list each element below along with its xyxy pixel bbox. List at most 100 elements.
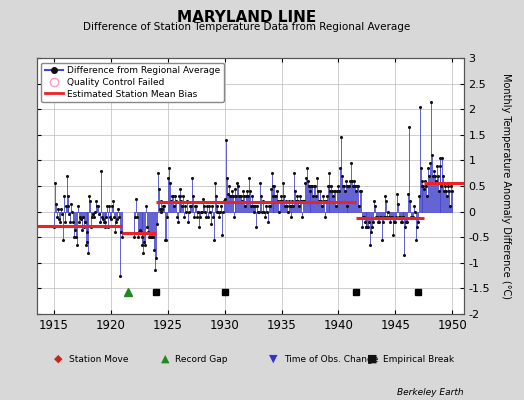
Point xyxy=(336,134,345,140)
Point xyxy=(265,203,273,210)
Point xyxy=(54,206,62,212)
Point xyxy=(250,203,259,210)
Point xyxy=(347,160,355,166)
Point xyxy=(85,193,94,200)
Point xyxy=(116,229,125,235)
Point xyxy=(330,188,339,194)
Point xyxy=(424,165,432,171)
Point xyxy=(78,226,86,233)
Text: Time of Obs. Change: Time of Obs. Change xyxy=(285,354,379,364)
Point xyxy=(173,219,182,225)
Point xyxy=(268,183,277,189)
Point xyxy=(377,214,385,220)
Point xyxy=(199,196,208,202)
Point xyxy=(394,201,402,207)
Point xyxy=(395,214,403,220)
Point xyxy=(299,198,307,204)
Point xyxy=(176,185,184,192)
Point xyxy=(141,242,149,248)
Point xyxy=(286,203,294,210)
Point xyxy=(281,203,289,210)
Point xyxy=(169,193,177,200)
Point xyxy=(65,211,73,217)
Point xyxy=(340,183,348,189)
Point xyxy=(106,214,114,220)
Point xyxy=(157,208,166,215)
Point xyxy=(56,219,64,225)
Point xyxy=(373,214,381,220)
Point xyxy=(181,203,189,210)
Legend: Difference from Regional Average, Quality Control Failed, Estimated Station Mean: Difference from Regional Average, Qualit… xyxy=(41,62,224,102)
Point xyxy=(417,183,425,189)
Point xyxy=(160,203,169,210)
Point xyxy=(185,208,193,215)
Point xyxy=(257,193,265,200)
Point xyxy=(437,183,445,189)
Point xyxy=(314,188,322,194)
Point xyxy=(397,219,405,225)
Point xyxy=(165,165,173,171)
Point xyxy=(419,183,428,189)
Point xyxy=(301,180,309,187)
Point xyxy=(292,198,300,204)
Point xyxy=(429,172,437,179)
Point xyxy=(237,193,245,200)
Point xyxy=(238,198,246,204)
Point xyxy=(320,198,328,204)
Point xyxy=(345,183,354,189)
Point xyxy=(269,193,278,200)
Text: Empirical Break: Empirical Break xyxy=(383,354,454,364)
Point xyxy=(374,219,382,225)
Text: ▲: ▲ xyxy=(160,354,169,364)
Point xyxy=(302,165,311,171)
Point xyxy=(318,203,326,210)
Point xyxy=(378,219,387,225)
Point xyxy=(57,206,65,212)
Point xyxy=(414,193,423,200)
Point xyxy=(376,214,384,220)
Point xyxy=(179,193,188,200)
Point xyxy=(359,214,368,220)
Point xyxy=(334,183,342,189)
Point xyxy=(375,219,383,225)
Point xyxy=(143,224,151,230)
Point xyxy=(425,172,433,179)
Point xyxy=(111,229,119,235)
Text: ■: ■ xyxy=(367,354,377,364)
Point xyxy=(409,214,417,220)
Point xyxy=(204,214,212,220)
Point xyxy=(368,224,376,230)
Point xyxy=(411,208,419,215)
Point xyxy=(158,206,167,212)
Point xyxy=(100,219,108,225)
Point xyxy=(441,183,450,189)
Point xyxy=(286,214,294,220)
Point xyxy=(66,219,74,225)
Point xyxy=(310,183,319,189)
Point xyxy=(313,175,321,182)
Point xyxy=(110,214,118,220)
Point xyxy=(232,193,241,200)
Point xyxy=(176,193,184,200)
Point xyxy=(52,201,60,207)
Point xyxy=(412,236,420,243)
Point xyxy=(365,219,374,225)
Point xyxy=(196,214,204,220)
Point xyxy=(216,208,224,215)
Point xyxy=(270,183,279,189)
Point xyxy=(75,219,83,225)
Point xyxy=(149,234,157,240)
Point xyxy=(401,224,410,230)
Point xyxy=(426,160,434,166)
Point xyxy=(261,203,270,210)
Point xyxy=(228,193,237,200)
Point xyxy=(444,183,452,189)
Point xyxy=(295,203,303,210)
Point xyxy=(183,198,191,204)
Point xyxy=(223,175,231,182)
Point xyxy=(246,188,254,194)
Point xyxy=(267,170,276,176)
Point xyxy=(190,214,198,220)
Point xyxy=(209,214,217,220)
Point xyxy=(211,180,219,187)
